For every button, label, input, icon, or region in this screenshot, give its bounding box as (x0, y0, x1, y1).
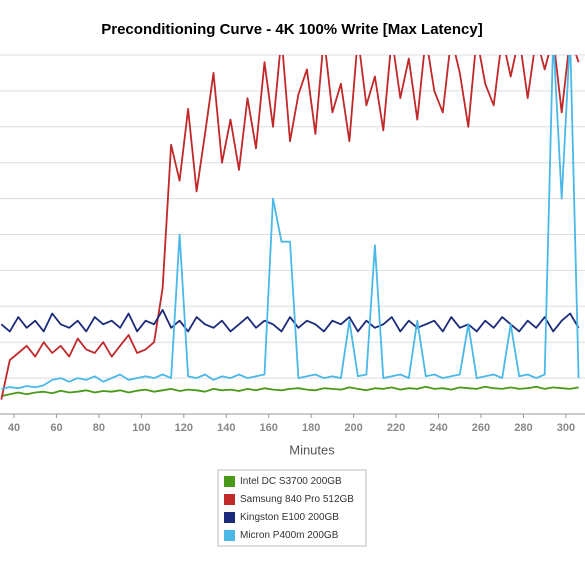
series-line (1, 55, 580, 390)
x-tick-label: 180 (302, 422, 320, 434)
x-tick-label: 200 (344, 422, 362, 434)
legend-label: Intel DC S3700 200GB (240, 476, 342, 487)
legend-swatch (224, 476, 235, 487)
series-line (0, 55, 580, 400)
x-tick-label: 60 (50, 422, 62, 434)
x-tick-label: 280 (514, 422, 532, 434)
legend-swatch (224, 512, 235, 523)
x-tick-label: 260 (472, 422, 490, 434)
x-tick-label: 120 (175, 422, 193, 434)
x-tick-label: 100 (132, 422, 150, 434)
x-tick-label: 300 (557, 422, 575, 434)
series-line (0, 309, 580, 333)
x-tick-label: 240 (429, 422, 447, 434)
legend-swatch (224, 494, 235, 505)
chart-title: Preconditioning Curve - 4K 100% Write [M… (101, 21, 482, 38)
x-tick-label: 140 (217, 422, 235, 434)
legend-swatch (224, 530, 235, 541)
x-tick-label: 160 (260, 422, 278, 434)
x-tick-label: 220 (387, 422, 405, 434)
x-axis-label: Minutes (289, 442, 335, 457)
legend-box (217, 469, 367, 547)
x-tick-label: 40 (8, 422, 20, 434)
legend-label: Kingston E100 200GB (240, 512, 339, 523)
series-line (1, 385, 579, 397)
legend-label: Micron P400m 200GB (240, 530, 339, 541)
x-tick-label: 80 (93, 422, 105, 434)
legend-label: Samsung 840 Pro 512GB (240, 494, 354, 505)
